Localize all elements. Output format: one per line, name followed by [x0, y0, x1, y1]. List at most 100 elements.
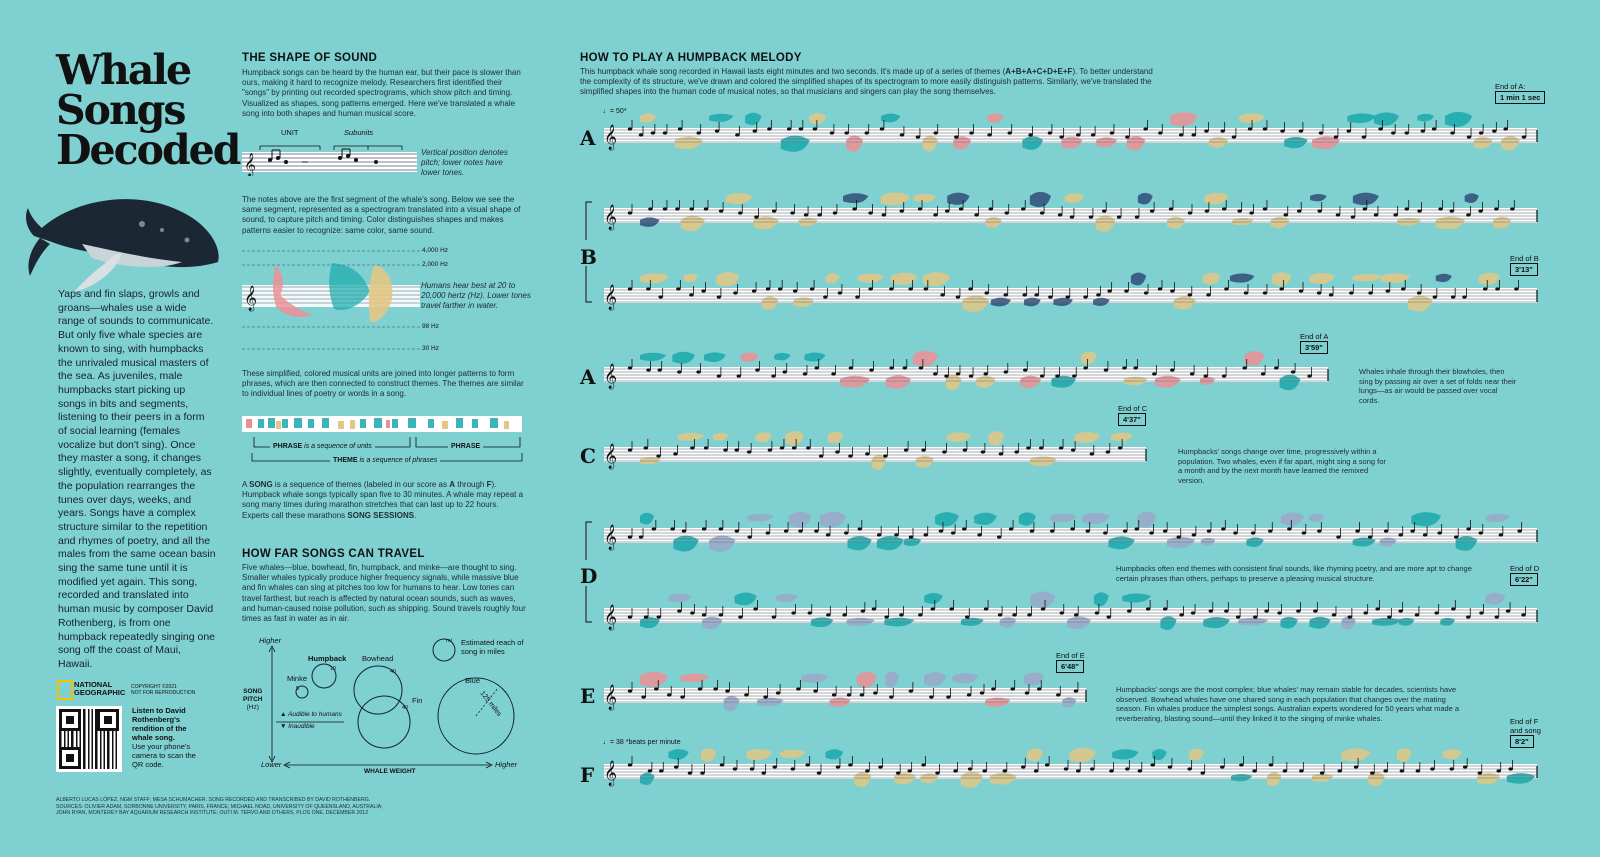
note-head [1221, 374, 1227, 378]
spectrogram-shape [1267, 772, 1282, 787]
note-head [733, 291, 738, 295]
hz-2000: 2,000 Hz [422, 261, 449, 268]
note-head [1462, 765, 1468, 769]
note-head [701, 527, 707, 531]
note-head [950, 531, 956, 535]
note-head [1109, 131, 1115, 135]
unit-label: UNIT [281, 128, 299, 137]
spectrogram-shape [924, 672, 947, 687]
note-head [1521, 135, 1527, 139]
spectrogram-shape [672, 351, 696, 364]
spectrogram-shape [1271, 272, 1292, 286]
note-head [942, 450, 947, 454]
note-head [899, 613, 904, 617]
note-head [675, 207, 680, 211]
note-head [1431, 127, 1437, 131]
spectrogram-shape [753, 216, 779, 230]
fin-miles: 40 [402, 705, 409, 711]
note-head [1143, 291, 1149, 295]
note-head [1521, 613, 1526, 617]
spectrogram-shape [716, 272, 740, 287]
note-head [899, 209, 904, 213]
note-head [1252, 769, 1257, 773]
treble-clef-icon: 𝄞 [604, 204, 617, 230]
theme-d-bracket [585, 521, 592, 623]
note-head [1514, 287, 1519, 291]
staff-row: 𝄞 [604, 747, 1538, 788]
spectrogram-shape [785, 430, 804, 446]
note-head [725, 689, 730, 693]
note-head [786, 127, 792, 131]
note-head [1430, 767, 1435, 771]
note-head [1044, 763, 1050, 767]
note-head [831, 372, 836, 376]
end-a1: End of A: 1 min 1 sec [1495, 82, 1546, 104]
spectrogram-shape [962, 295, 990, 312]
note-head [1157, 287, 1163, 291]
qr-instructions: Listen to David Rothenberg's rendition o… [132, 706, 196, 769]
spectrogram-shape [1051, 375, 1076, 388]
spectrogram-shape [1231, 773, 1253, 782]
spectrogram-shape [960, 771, 983, 788]
complex-note: Humpbacks' songs are the most complex; b… [1116, 685, 1460, 723]
note-head [835, 450, 840, 454]
note-head [1404, 207, 1409, 211]
note-head [1362, 207, 1368, 211]
note-head [1107, 289, 1112, 293]
spectrogram-shape [1108, 536, 1135, 550]
theme-letter-e: E [580, 684, 596, 708]
spectrogram-shape [640, 616, 660, 629]
natgeo-logo-icon [57, 680, 73, 700]
note-head [1125, 135, 1130, 139]
note-head [967, 767, 973, 771]
note-head [736, 374, 741, 378]
note-head [1028, 133, 1033, 137]
note-head [921, 448, 926, 452]
note-head [1231, 135, 1237, 139]
note-head [1466, 213, 1471, 217]
note-head [1208, 609, 1213, 613]
note-head [627, 366, 633, 370]
note-head [783, 529, 789, 533]
spectrogram-shape [1312, 136, 1341, 150]
note-head [646, 287, 651, 291]
note-head [1393, 213, 1398, 217]
shape-paragraph-4: A SONG is a sequence of themes (labeled … [242, 480, 524, 520]
spectrogram-shape [912, 350, 939, 367]
note-head [1378, 127, 1383, 131]
spectrogram-shape [843, 193, 869, 204]
note-head [1313, 609, 1318, 613]
note-head [1004, 211, 1009, 215]
note-head [1170, 368, 1175, 372]
note-head [958, 207, 964, 211]
note-head [949, 607, 954, 611]
note-head [734, 529, 740, 533]
staff-row: 𝄞 [604, 191, 1538, 232]
spectrogram-shape [840, 375, 870, 388]
shape-paragraph-2: The notes above are the first segment of… [242, 195, 521, 235]
svg-text:𝄞: 𝄞 [244, 152, 256, 176]
note-head [1283, 213, 1288, 217]
note-head [1029, 529, 1035, 533]
spectrogram-shape [712, 432, 729, 441]
note-head [1039, 211, 1045, 215]
note-head [944, 374, 949, 378]
qr-corner-icon [59, 747, 81, 769]
note-head [865, 769, 870, 773]
note-head [983, 607, 989, 611]
note-head [1109, 769, 1114, 773]
note-head [701, 613, 707, 617]
note-head [751, 289, 757, 293]
spectrogram-shape [999, 617, 1017, 628]
note-head [1398, 609, 1403, 613]
note-head [1221, 207, 1227, 211]
note-head [1496, 769, 1501, 773]
note-head [977, 533, 982, 537]
note-head [689, 207, 694, 211]
note-head [814, 529, 819, 533]
note-head [677, 127, 683, 131]
rhyme-note: Humpbacks often end themes with consiste… [1116, 564, 1472, 583]
treble-clef-icon: 𝄞 [604, 524, 617, 550]
note-head [806, 446, 811, 450]
unit-score: 𝄞 [242, 145, 417, 176]
